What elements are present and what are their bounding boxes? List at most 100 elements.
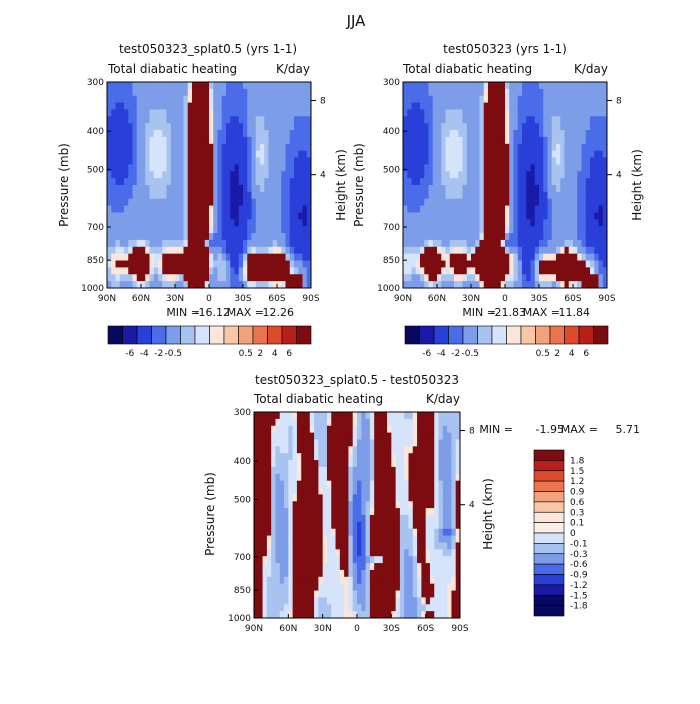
- heatmap-cell: [513, 226, 519, 234]
- heatmap-cell: [526, 88, 531, 97]
- heatmap-cell: [289, 123, 295, 131]
- heatmap-cell: [500, 246, 506, 255]
- heatmap-cell: [594, 164, 599, 172]
- heatmap-cell: [277, 82, 282, 90]
- heatmap-cell: [466, 102, 472, 110]
- heatmap-cell: [543, 150, 548, 158]
- heatmap-cell: [412, 590, 418, 598]
- heatmap-cell: [590, 281, 595, 289]
- heatmap-cell: [517, 246, 523, 255]
- heatmap-cell: [441, 171, 446, 179]
- heatmap-cell: [243, 123, 248, 131]
- heatmap-cell: [268, 274, 274, 282]
- heatmap-cell: [266, 521, 272, 530]
- heatmap-cell: [262, 576, 268, 585]
- heatmap-cell: [255, 164, 261, 172]
- colorbar-label: -0.1: [570, 539, 588, 549]
- heatmap-cell: [445, 198, 451, 206]
- heatmap-cell: [417, 569, 422, 578]
- heatmap-cell: [415, 191, 421, 200]
- heatmap-cell: [382, 604, 388, 612]
- heatmap-cell: [458, 239, 463, 248]
- heatmap-cell: [417, 446, 422, 454]
- heatmap-cell: [488, 233, 493, 241]
- heatmap-cell: [145, 253, 150, 261]
- heatmap-cell: [432, 253, 438, 261]
- heatmap-cell: [590, 205, 595, 213]
- heatmap-cell: [408, 412, 414, 420]
- heatmap-cell: [226, 157, 231, 165]
- heatmap-cell: [306, 191, 312, 200]
- heatmap-cell: [505, 205, 510, 213]
- heatmap-cell: [344, 473, 349, 482]
- heatmap-cell: [335, 446, 341, 454]
- heatmap-cell: [281, 246, 286, 255]
- heatmap-cell: [221, 178, 227, 186]
- heatmap-cell: [429, 590, 435, 598]
- heatmap-cell: [153, 109, 159, 117]
- colorbar-swatch: [107, 325, 123, 345]
- heatmap-cell: [153, 267, 159, 275]
- heatmap-cell: [281, 95, 286, 103]
- heatmap-cell: [500, 267, 506, 275]
- heatmap-cell: [305, 521, 311, 530]
- heatmap-cell: [266, 487, 272, 495]
- heatmap-cell: [294, 95, 299, 103]
- heatmap-cell: [374, 611, 379, 619]
- heatmap-cell: [352, 453, 358, 461]
- heatmap-cell: [254, 501, 259, 509]
- heatmap-cell: [441, 164, 446, 172]
- heatmap-cell: [387, 556, 392, 564]
- heatmap-cell: [560, 185, 565, 193]
- heatmap-cell: [288, 535, 294, 543]
- heatmap-cell: [179, 205, 184, 213]
- heatmap-cell: [271, 425, 276, 433]
- heatmap-cell: [447, 425, 452, 433]
- heatmap-cell: [404, 473, 409, 482]
- heatmap-cell: [302, 198, 308, 206]
- heatmap-cell: [424, 136, 429, 145]
- heatmap-cell: [301, 590, 306, 598]
- heatmap-cell: [496, 226, 502, 234]
- heatmap-cell: [526, 274, 531, 282]
- heatmap-cell: [255, 116, 261, 124]
- heatmap-cell: [404, 569, 409, 578]
- heatmap-cell: [266, 494, 272, 502]
- heatmap-cell: [111, 109, 116, 117]
- heatmap-cell: [115, 95, 121, 103]
- heatmap-cell: [415, 171, 421, 179]
- heatmap-cell: [429, 466, 435, 475]
- heatmap-cell: [395, 604, 401, 612]
- heatmap-cell: [158, 116, 163, 124]
- heatmap-cell: [331, 549, 336, 557]
- heatmap-cell: [429, 542, 435, 550]
- heatmap-cell: [124, 171, 129, 179]
- heatmap-cell: [298, 157, 303, 165]
- heatmap-cell: [294, 233, 299, 241]
- heatmap-cell: [365, 418, 371, 427]
- heatmap-cell: [175, 178, 180, 186]
- heatmap-cell: [166, 178, 172, 186]
- heatmap-cell: [298, 116, 303, 124]
- heatmap-cell: [496, 82, 502, 90]
- heatmap-cell: [488, 157, 493, 165]
- heatmap-cell: [204, 143, 210, 152]
- heatmap-cell: [543, 253, 548, 261]
- heatmap-cell: [238, 130, 244, 138]
- heatmap-cell: [492, 267, 497, 275]
- heatmap-cell: [564, 260, 570, 268]
- heatmap-cell: [111, 164, 116, 172]
- heatmap-cell: [438, 418, 444, 427]
- heatmap-cell: [369, 569, 375, 578]
- heatmap-cell: [226, 260, 231, 268]
- heatmap-cell: [306, 219, 312, 227]
- heatmap-cell: [326, 597, 332, 605]
- heatmap-cell: [432, 116, 438, 124]
- heatmap-cell: [153, 226, 159, 234]
- heatmap-cell: [279, 556, 285, 564]
- heatmap-cell: [428, 109, 434, 117]
- heatmap-cell: [348, 590, 354, 598]
- heatmap-cell: [326, 487, 332, 495]
- heatmap-cell: [272, 150, 278, 158]
- heatmap-cell: [309, 501, 315, 509]
